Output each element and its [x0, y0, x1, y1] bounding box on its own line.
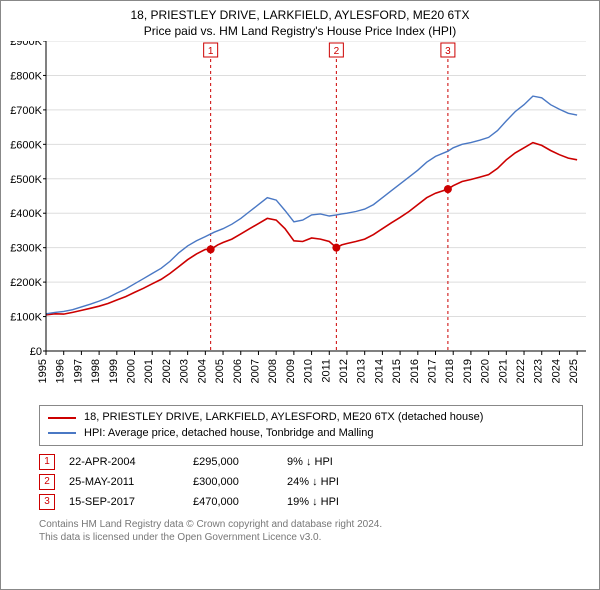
- svg-text:2003: 2003: [179, 359, 191, 383]
- sale-marker-icon: 2: [39, 474, 55, 490]
- sale-diff: 9% ↓ HPI: [287, 456, 377, 468]
- sale-row: 2 25-MAY-2011 £300,000 24% ↓ HPI: [39, 472, 583, 492]
- footer-line: This data is licensed under the Open Gov…: [39, 531, 583, 544]
- sale-marker-icon: 1: [39, 454, 55, 470]
- chart: £0 £100K £200K £300K £400K £500K £600K £700K £80…: [1, 41, 599, 401]
- legend-row: HPI: Average price, detached house, Tonb…: [48, 426, 574, 441]
- sale-marker-icon: 3: [39, 494, 55, 510]
- title-address: 18, PRIESTLEY DRIVE, LARKFIELD, AYLESFOR…: [5, 7, 595, 23]
- svg-text:£400K: £400K: [10, 209, 42, 221]
- svg-text:2015: 2015: [391, 359, 403, 383]
- svg-text:2000: 2000: [126, 359, 138, 383]
- sale-date: 22-APR-2004: [69, 456, 179, 468]
- sale-date: 25-MAY-2011: [69, 476, 179, 488]
- svg-text:2021: 2021: [497, 359, 509, 383]
- svg-text:2014: 2014: [373, 359, 385, 383]
- sale-diff: 19% ↓ HPI: [287, 496, 377, 508]
- svg-text:1995: 1995: [37, 359, 49, 383]
- svg-text:2008: 2008: [267, 359, 279, 383]
- sales-list: 1 22-APR-2004 £295,000 9% ↓ HPI 2 25-MAY…: [39, 452, 583, 512]
- svg-text:1999: 1999: [108, 359, 120, 383]
- sale-row: 3 15-SEP-2017 £470,000 19% ↓ HPI: [39, 492, 583, 512]
- footer: Contains HM Land Registry data © Crown c…: [39, 518, 583, 544]
- svg-text:2005: 2005: [214, 359, 226, 383]
- chart-card: 18, PRIESTLEY DRIVE, LARKFIELD, AYLESFOR…: [0, 0, 600, 590]
- sale-row: 1 22-APR-2004 £295,000 9% ↓ HPI: [39, 452, 583, 472]
- svg-text:£900K: £900K: [10, 41, 42, 48]
- svg-text:2017: 2017: [427, 359, 439, 383]
- legend-swatch-hpi: [48, 432, 76, 434]
- svg-text:£300K: £300K: [10, 243, 42, 255]
- sale-price: £295,000: [193, 456, 273, 468]
- svg-text:2019: 2019: [462, 359, 474, 383]
- chart-svg: £0 £100K £200K £300K £400K £500K £600K £700K £80…: [1, 41, 600, 401]
- svg-text:2006: 2006: [232, 359, 244, 383]
- svg-text:3: 3: [445, 46, 451, 57]
- svg-text:2025: 2025: [568, 359, 580, 383]
- svg-text:2012: 2012: [338, 359, 350, 383]
- svg-text:£800K: £800K: [10, 71, 42, 83]
- svg-text:2020: 2020: [480, 359, 492, 383]
- legend-label: HPI: Average price, detached house, Tonb…: [84, 426, 373, 441]
- svg-text:2: 2: [334, 46, 340, 57]
- legend-swatch-price: [48, 417, 76, 419]
- svg-text:£500K: £500K: [10, 174, 42, 186]
- title-subtitle: Price paid vs. HM Land Registry's House …: [5, 23, 595, 39]
- svg-text:2007: 2007: [249, 359, 261, 383]
- svg-text:2013: 2013: [356, 359, 368, 383]
- svg-text:1997: 1997: [72, 359, 84, 383]
- svg-text:2001: 2001: [143, 359, 155, 383]
- svg-text:2018: 2018: [444, 359, 456, 383]
- sale-diff: 24% ↓ HPI: [287, 476, 377, 488]
- svg-text:2004: 2004: [196, 359, 208, 383]
- svg-text:1996: 1996: [55, 359, 67, 383]
- titles: 18, PRIESTLEY DRIVE, LARKFIELD, AYLESFOR…: [1, 1, 599, 41]
- svg-text:£0: £0: [30, 346, 42, 358]
- svg-text:1998: 1998: [90, 359, 102, 383]
- svg-text:2002: 2002: [161, 359, 173, 383]
- legend-label: 18, PRIESTLEY DRIVE, LARKFIELD, AYLESFOR…: [84, 410, 483, 425]
- svg-text:2016: 2016: [409, 359, 421, 383]
- footer-line: Contains HM Land Registry data © Crown c…: [39, 518, 583, 531]
- sale-price: £470,000: [193, 496, 273, 508]
- svg-text:2024: 2024: [550, 359, 562, 383]
- svg-text:£600K: £600K: [10, 140, 42, 152]
- svg-text:£200K: £200K: [10, 277, 42, 289]
- sale-date: 15-SEP-2017: [69, 496, 179, 508]
- svg-text:£100K: £100K: [10, 312, 42, 324]
- svg-text:2010: 2010: [303, 359, 315, 383]
- svg-text:1: 1: [208, 46, 214, 57]
- legend-row: 18, PRIESTLEY DRIVE, LARKFIELD, AYLESFOR…: [48, 410, 574, 425]
- svg-text:2011: 2011: [320, 359, 332, 383]
- svg-text:£700K: £700K: [10, 105, 42, 117]
- legend: 18, PRIESTLEY DRIVE, LARKFIELD, AYLESFOR…: [39, 405, 583, 446]
- svg-text:2023: 2023: [533, 359, 545, 383]
- sale-price: £300,000: [193, 476, 273, 488]
- svg-text:2009: 2009: [285, 359, 297, 383]
- svg-text:2022: 2022: [515, 359, 527, 383]
